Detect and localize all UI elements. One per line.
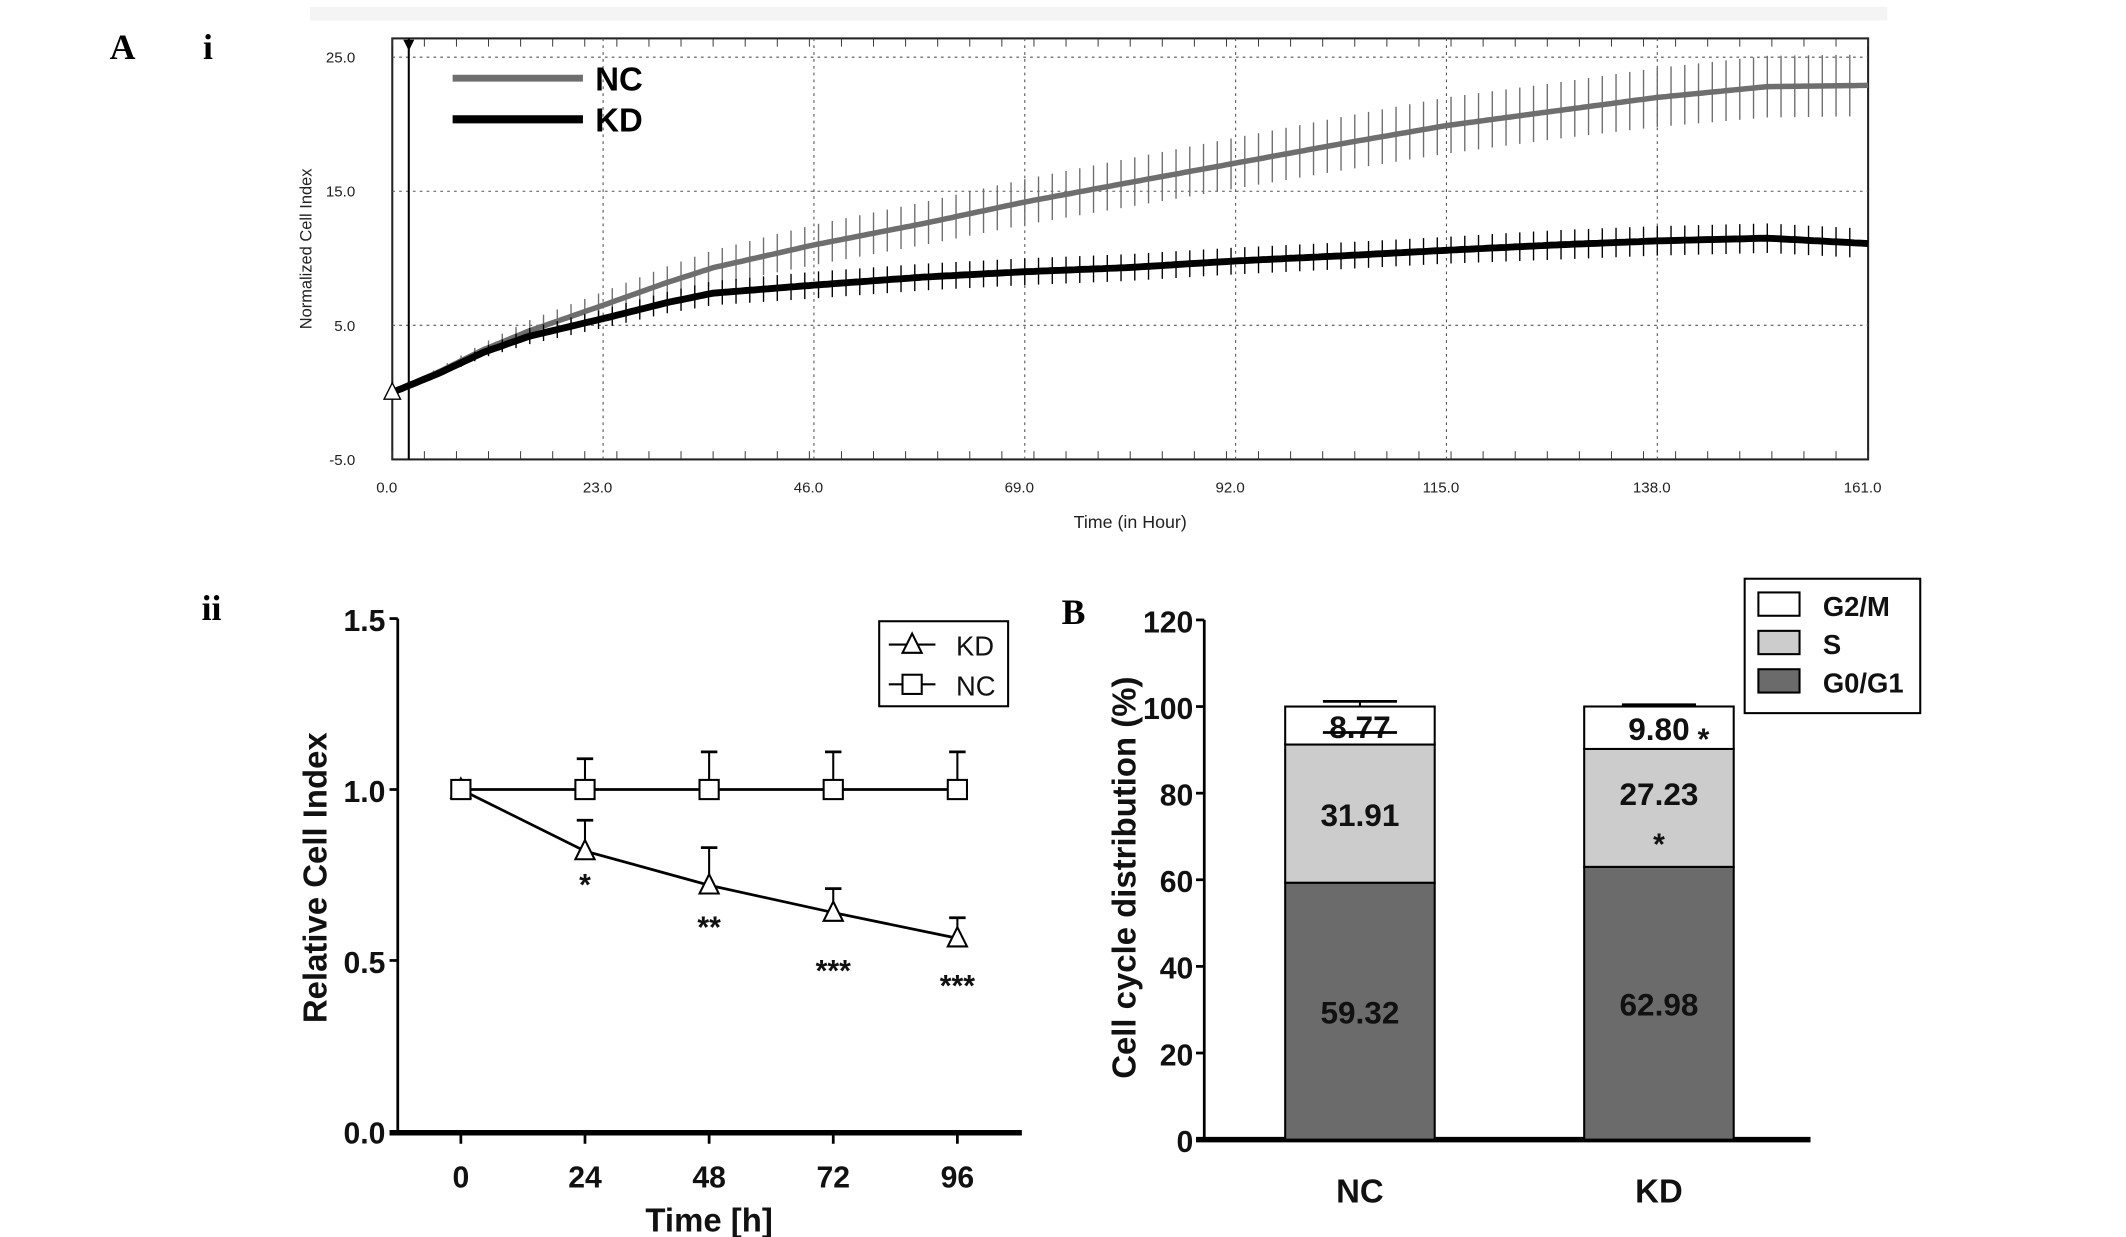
y-tick-label: 1.0	[343, 776, 385, 809]
triangle-marker	[573, 837, 597, 861]
y-tick-label: 120	[1143, 606, 1193, 639]
bar-segment-g0-g1	[1284, 881, 1436, 1141]
x-tick-label: 72	[816, 1162, 850, 1195]
bar-segment-s	[1284, 743, 1436, 884]
series-kd: ****** ***	[449, 776, 975, 1003]
legend-label-nc: NC	[956, 670, 996, 701]
x-tick-label: 69.0	[1005, 479, 1034, 496]
y-tick-label: 80	[1160, 780, 1194, 813]
legend-label-kd: KD	[595, 102, 643, 139]
significance-label: ***	[816, 955, 851, 988]
square-marker	[822, 778, 844, 801]
series-nc	[450, 750, 969, 801]
bar-segment-g0-g1	[1583, 865, 1735, 1141]
chart-relative-cell-index: 0.0 0.5 1.0 1.5 0 24 48 72 96 Time [h] Relative Ce…	[296, 605, 1022, 1237]
start-marker	[382, 381, 402, 400]
treatment-marker-triangle	[403, 39, 415, 51]
x-tick-label: 92.0	[1215, 479, 1244, 496]
y-tick-label: 5.0	[334, 318, 355, 335]
y-tick-label: 40	[1160, 953, 1194, 986]
segment-value-label: 31.91	[1320, 797, 1399, 833]
x-tick-label: 138.0	[1633, 479, 1671, 496]
segment-value-label: 62.98	[1619, 987, 1698, 1023]
x-tick-label: 0.0	[376, 479, 397, 496]
y-axis-label: Normalized Cell Index	[297, 168, 315, 330]
legend-label-g2-m: G2/M	[1823, 591, 1890, 622]
legend-label-nc: NC	[595, 61, 643, 98]
x-tick-label: 96	[941, 1162, 975, 1195]
x-axis-label: Time [h]	[645, 1202, 772, 1237]
panel-label-i: i	[203, 27, 213, 67]
legend-swatch-s	[1757, 629, 1801, 656]
y-tick-label: 20	[1160, 1039, 1194, 1072]
bar-segment-g2-m	[1583, 705, 1735, 750]
legend-label-s: S	[1823, 629, 1841, 660]
series-line	[391, 82, 1869, 395]
x-tick-label: 0	[452, 1162, 469, 1195]
triangle-marker	[821, 899, 845, 922]
x-tick-label: 115.0	[1423, 479, 1460, 496]
bar-segment-g2-m	[1284, 705, 1436, 746]
significance-label: ***	[940, 970, 975, 1003]
y-axis-label: Cell cycle distribution (%)	[1106, 677, 1143, 1079]
y-tick-label: 100	[1143, 693, 1193, 726]
chart-real-time-cell-index: 0.0 23.0 46.0 69.0 92.0 115.0 138.0 161.0 -5.0 5.…	[297, 6, 1888, 532]
y-tick-label: 0.0	[343, 1118, 385, 1151]
y-axis-label: Relative Cell Index	[296, 732, 333, 1023]
panel-label-b: B	[1062, 592, 1086, 632]
significance-label: **	[697, 911, 721, 944]
legend-swatch-g2-m	[1757, 591, 1801, 617]
square-marker	[698, 778, 720, 801]
significance-label: *	[1653, 829, 1665, 862]
panel-label-a: A	[110, 27, 136, 67]
x-tick-label: 48	[692, 1162, 726, 1195]
legend-label-g0-g1: G0/G1	[1823, 668, 1904, 699]
legend-swatch-g0-g1	[1757, 668, 1801, 694]
segment-value-label: 9.80	[1628, 711, 1689, 747]
panel-label-ii: ii	[202, 588, 222, 628]
x-tick-label: 23.0	[583, 479, 612, 496]
segment-value-label: 59.32	[1320, 995, 1399, 1031]
header-strip	[309, 6, 1888, 21]
x-tick-label: KD	[1635, 1173, 1683, 1210]
plot-area	[391, 37, 1870, 461]
legend-box	[878, 620, 1010, 708]
series-kd	[390, 223, 1869, 396]
chart-cell-cycle-distribution: 0 20 40 60 80 100 120 Cell cycle distribution (…	[1106, 577, 1922, 1210]
triangle-marker	[946, 924, 969, 948]
y-tick-label: 60	[1160, 866, 1194, 899]
y-tick-label: 0.5	[343, 947, 385, 980]
y-tick-label: -5.0	[329, 452, 355, 469]
square-marker	[946, 778, 969, 801]
segment-value-label: 8.77	[1329, 709, 1390, 745]
square-marker	[450, 778, 472, 801]
square-marker	[574, 778, 596, 801]
x-tick-label: 24	[568, 1162, 602, 1195]
y-tick-label: 1.5	[343, 605, 385, 638]
y-tick-label: 15.0	[326, 184, 355, 201]
x-tick-label: 161.0	[1844, 479, 1882, 496]
legend-label-kd: KD	[956, 631, 994, 662]
x-tick-label: 46.0	[794, 479, 823, 496]
triangle-marker	[697, 871, 721, 895]
x-tick-label: NC	[1336, 1173, 1384, 1210]
series-line	[390, 234, 1869, 396]
square-marker	[901, 673, 923, 695]
bar-nc: 59.32 31.91 8.77	[1284, 699, 1436, 1141]
significance-label: *	[1698, 724, 1710, 757]
segment-value-label: 27.23	[1619, 776, 1698, 812]
y-tick-label: 0	[1177, 1126, 1194, 1159]
x-axis-label: Time (in Hour)	[1074, 512, 1187, 532]
triangle-marker	[900, 631, 924, 654]
significance-label: *	[579, 869, 591, 902]
y-tick-label: 25.0	[326, 50, 355, 67]
